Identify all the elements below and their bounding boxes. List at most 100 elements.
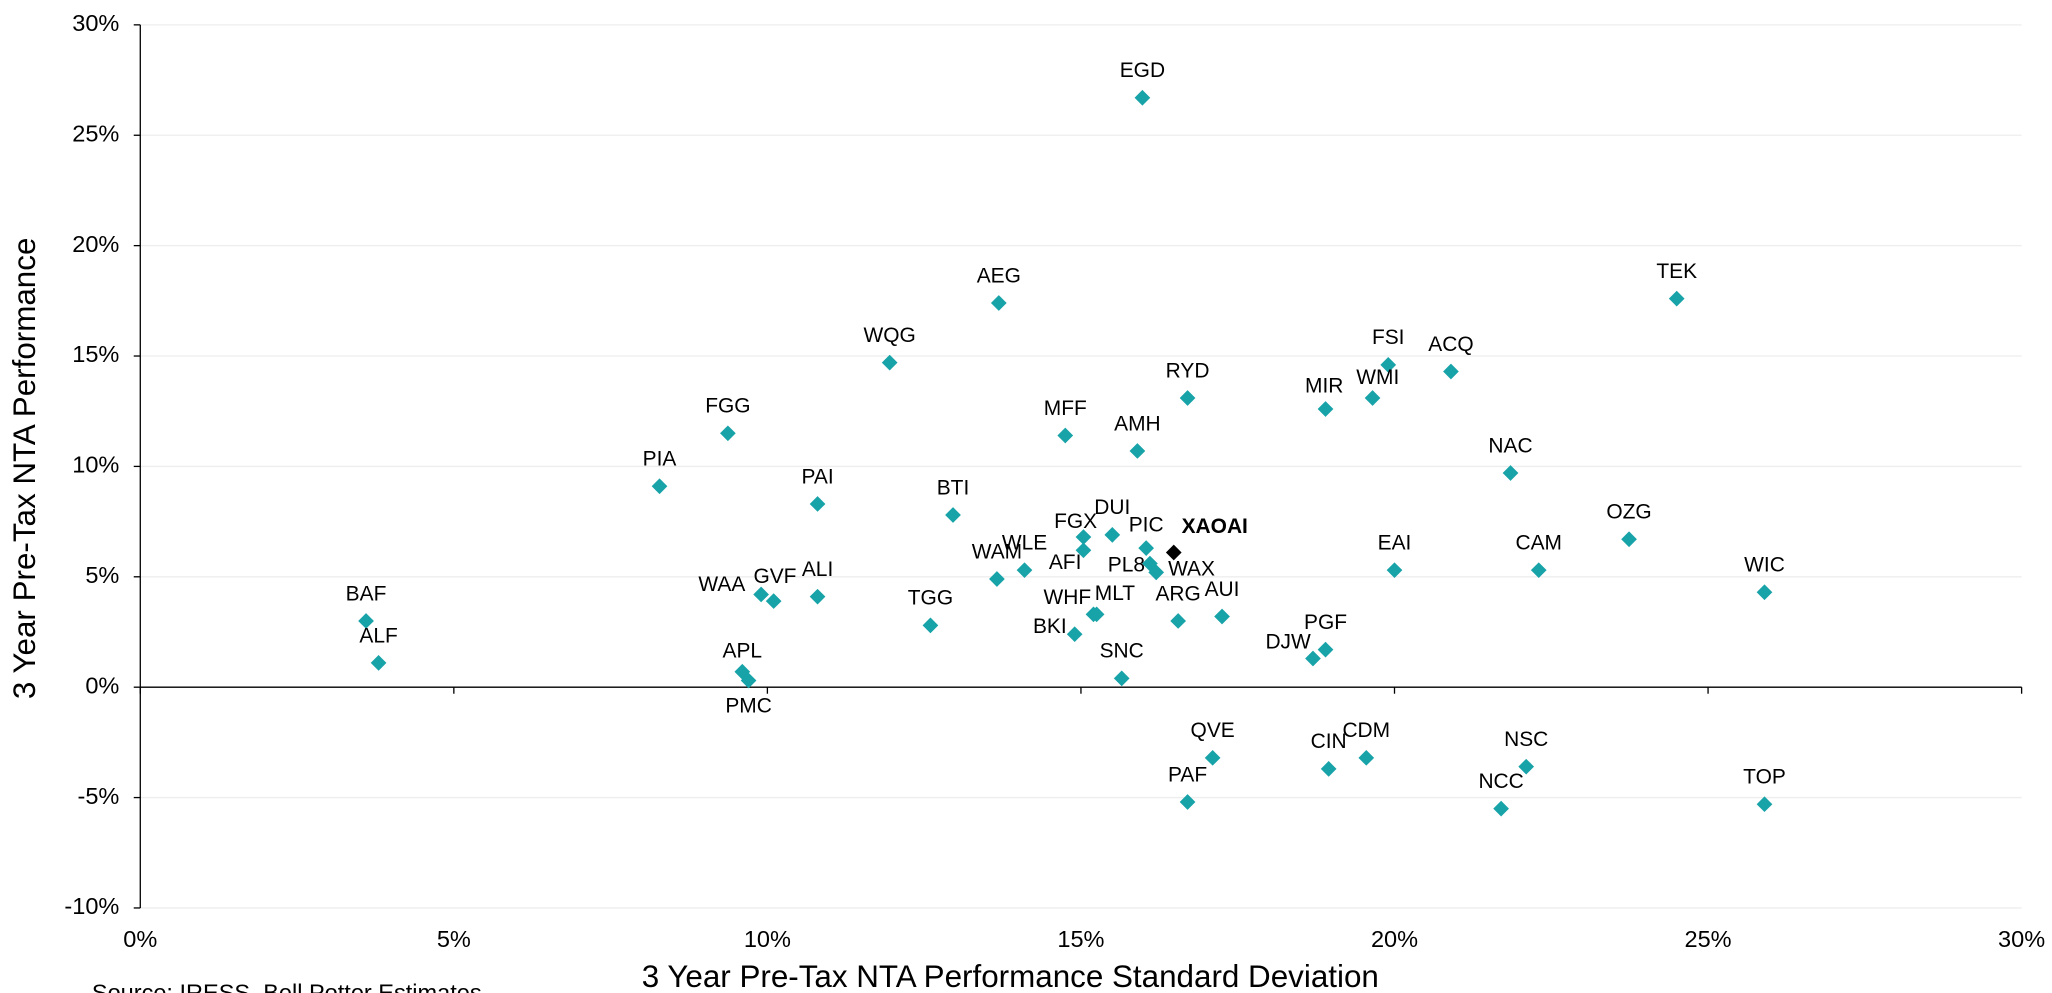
data-point — [765, 593, 782, 609]
x-axis-title: 3 Year Pre-Tax NTA Performance Standard … — [642, 959, 1379, 993]
data-point — [1443, 363, 1459, 380]
point-label: PL8 — [1108, 554, 1145, 577]
point-label: TEK — [1656, 260, 1697, 283]
point-label: DJW — [1265, 630, 1311, 653]
point-label: ALF — [359, 624, 397, 647]
data-point — [1386, 562, 1403, 579]
source-note: Source: IRESS, Bell Potter Estimates — [92, 980, 482, 993]
x-tick-label: 5% — [437, 926, 471, 952]
data-point — [1085, 606, 1102, 623]
data-point — [720, 425, 736, 442]
point-label: PAI — [801, 465, 833, 488]
y-tick-label: 30% — [72, 10, 119, 36]
point-label: TOP — [1743, 766, 1786, 789]
point-label: BAF — [346, 582, 387, 605]
point-label: PIA — [643, 448, 677, 471]
data-point — [1104, 526, 1121, 543]
point-label: DUI — [1094, 496, 1130, 519]
point-label: AEG — [977, 264, 1021, 287]
point-label: FSI — [1372, 326, 1405, 349]
data-point — [1016, 562, 1033, 579]
x-tick-label: 30% — [1998, 926, 2045, 952]
y-tick-label: 0% — [85, 672, 119, 698]
point-label: WLE — [1002, 532, 1047, 555]
y-tick-label: 5% — [85, 562, 119, 588]
x-tick-label: 15% — [1057, 926, 1104, 952]
data-point — [881, 354, 898, 371]
data-point — [753, 586, 769, 603]
point-label: RYD — [1166, 359, 1210, 382]
point-label: FGG — [705, 395, 750, 418]
y-tick-label: 15% — [72, 341, 119, 367]
y-axis-title: 3 Year Pre-Tax NTA Performance — [7, 238, 42, 700]
data-point — [1148, 564, 1165, 581]
data-point — [1129, 443, 1146, 459]
data-point — [358, 613, 374, 629]
point-label: ACQ — [1428, 333, 1473, 356]
y-tick-label: -10% — [64, 893, 119, 919]
data-point — [1364, 390, 1381, 406]
data-point — [1502, 465, 1519, 481]
point-label: PMC — [725, 694, 772, 717]
point-label: PGF — [1304, 611, 1347, 634]
point-label: BKI — [1033, 615, 1067, 638]
point-label: BTI — [937, 476, 970, 499]
data-point — [1170, 613, 1187, 629]
data-point — [740, 672, 757, 689]
point-label: AMH — [1114, 412, 1161, 435]
y-tick-label: 20% — [72, 231, 119, 257]
data-point — [1317, 401, 1334, 417]
y-tick-label: -5% — [77, 783, 119, 809]
data-point — [809, 496, 826, 512]
data-point — [1518, 758, 1535, 775]
y-tick-label: 10% — [72, 452, 119, 478]
data-point — [1380, 357, 1397, 373]
point-label: WAX — [1168, 557, 1215, 580]
data-point — [1113, 670, 1130, 687]
point-label: GVF — [753, 565, 796, 588]
data-point — [1204, 749, 1221, 766]
x-tick-label: 10% — [744, 926, 791, 952]
x-tick-label: 25% — [1685, 926, 1732, 952]
point-label: TGG — [908, 587, 953, 610]
point-label: MIR — [1305, 374, 1343, 397]
data-point — [1134, 89, 1151, 106]
point-label: OZG — [1606, 501, 1651, 524]
highlight-label: XAOAI — [1182, 515, 1248, 538]
point-label: CDM — [1342, 719, 1390, 742]
point-label: CIN — [1311, 730, 1347, 753]
data-point — [989, 571, 1005, 587]
data-point — [1530, 562, 1547, 579]
point-label: EGD — [1120, 59, 1165, 82]
point-label: CAM — [1515, 532, 1562, 555]
point-label: NAC — [1488, 434, 1532, 457]
point-label: APL — [723, 640, 763, 663]
point-label: ALI — [802, 558, 833, 581]
point-label: QVE — [1191, 719, 1235, 742]
data-point — [370, 655, 387, 671]
point-label: WAM — [972, 540, 1022, 563]
point-label: MFF — [1044, 397, 1087, 420]
data-point — [809, 588, 826, 605]
data-point — [1317, 641, 1334, 658]
data-point — [1075, 542, 1092, 559]
point-label: PAF — [1168, 763, 1207, 786]
data-point — [1066, 626, 1083, 643]
x-tick-label: 20% — [1371, 926, 1418, 952]
data-point — [1179, 794, 1196, 810]
point-label: NSC — [1504, 728, 1548, 751]
point-label: WMI — [1356, 366, 1399, 389]
point-label: WQG — [864, 324, 916, 347]
point-label: AFI — [1049, 551, 1082, 574]
point-label: MLT — [1095, 582, 1136, 605]
data-point — [922, 617, 939, 634]
data-point — [1179, 390, 1196, 406]
point-label: NCC — [1478, 770, 1523, 793]
data-point — [1138, 540, 1155, 556]
data-point — [1305, 650, 1321, 667]
point-label: ARG — [1155, 582, 1200, 605]
data-point — [990, 295, 1007, 311]
point-label: EAI — [1378, 532, 1412, 555]
